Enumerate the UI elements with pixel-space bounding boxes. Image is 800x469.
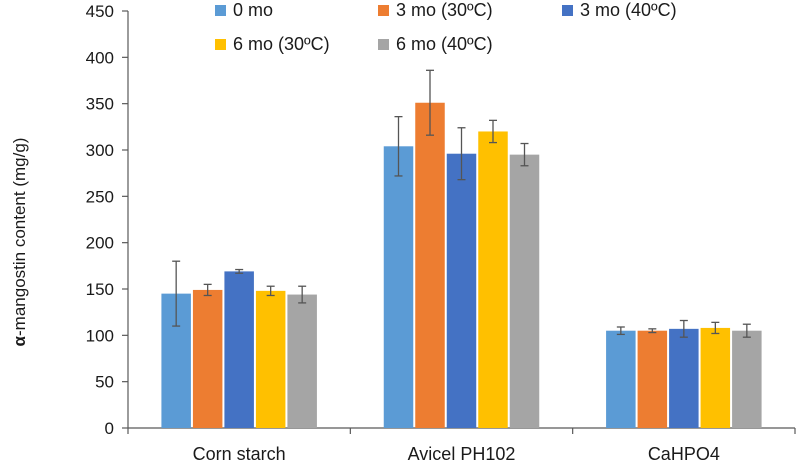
bar [637,330,668,428]
bar [224,271,254,428]
legend-swatch [378,39,389,50]
legend-label: 3 mo (40ºC) [580,0,677,20]
bar [383,146,414,428]
y-tick-label: 200 [86,234,114,253]
bar [732,330,762,428]
bar [287,294,317,428]
bar [700,327,731,428]
legend-label: 3 mo (30ºC) [396,0,493,20]
bars [161,102,762,429]
x-category-label: Avicel PH102 [408,444,516,464]
legend-label: 6 mo (40ºC) [396,34,493,54]
legend: 0 mo 3 mo (30ºC) 3 mo (40ºC) 6 mo (30ºC) 6 m… [215,0,677,54]
error-bars [172,69,751,338]
legend-swatch [562,5,573,16]
y-tick-label: 50 [95,373,114,392]
legend-item: 3 mo (30ºC) [378,0,493,20]
legend-item: 6 mo (30ºC) [215,34,330,54]
bar [669,328,699,428]
bar [192,289,223,428]
y-tick-label: 300 [86,141,114,160]
legend-swatch [215,5,226,16]
y-axis-label-text: -mangostin content (mg/g) [10,138,29,336]
legend-item: 6 mo (40ºC) [378,34,493,54]
x-category-label: Corn starch [193,444,286,464]
y-tick-label: 400 [86,48,114,67]
y-axis-label: α-mangostin content (mg/g) [10,138,29,347]
x-category-label: CaHPO4 [648,444,720,464]
bar [446,153,477,428]
y-tick-label: 250 [86,187,114,206]
y-tick-label: 100 [86,326,114,345]
y-tick-label: 150 [86,280,114,299]
legend-label: 6 mo (30ºC) [233,34,330,54]
legend-swatch [215,39,226,50]
legend-swatch [378,5,389,16]
y-tick-label: 0 [105,419,114,438]
y-axis: 0 50 100 150 200 250 300 350 400 450 [86,2,129,438]
bar [415,102,445,429]
y-tick-label: 450 [86,2,114,21]
legend-item: 0 mo [215,0,273,20]
y-axis-label-symbol: α [10,335,29,346]
bar [478,131,508,428]
x-axis: Corn starch Avicel PH102 CaHPO4 [127,427,796,464]
bar [509,154,540,428]
bar [255,290,286,428]
y-tick-label: 350 [86,95,114,114]
legend-item: 3 mo (40ºC) [562,0,677,20]
legend-label: 0 mo [233,0,273,20]
bar [606,330,636,428]
